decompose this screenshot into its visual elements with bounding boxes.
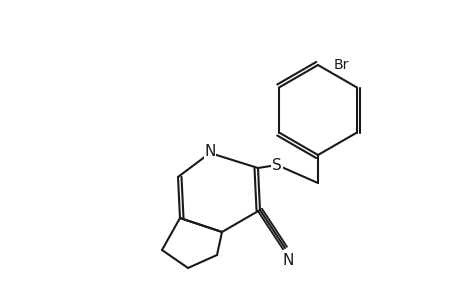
Text: N: N [204, 145, 215, 160]
Text: N: N [282, 254, 293, 268]
Text: Br: Br [333, 58, 349, 72]
Text: S: S [272, 158, 281, 172]
